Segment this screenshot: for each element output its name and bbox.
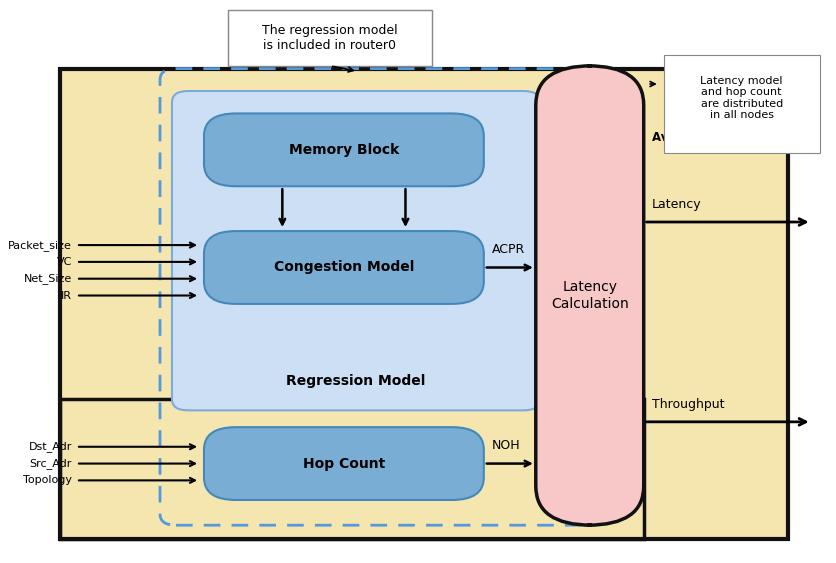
Text: Topology: Topology [23,475,72,485]
Text: Packet_size: Packet_size [8,240,72,251]
Text: NOH: NOH [492,439,520,452]
Text: Dst_Adr: Dst_Adr [28,441,72,452]
Text: Congestion Model: Congestion Model [273,261,414,275]
Bar [663,55,818,153]
FancyBboxPatch shape [204,113,483,186]
Text: Hop Count: Hop Count [303,457,385,471]
Text: Throughput: Throughput [651,397,723,410]
FancyBboxPatch shape [204,427,483,500]
Text: Latency
Calculation: Latency Calculation [550,280,628,311]
FancyBboxPatch shape [171,91,539,410]
Text: Net_Size: Net_Size [23,273,72,284]
Text: IR: IR [61,291,72,301]
Bar [60,399,643,539]
Bar [60,69,787,539]
Bar [227,10,431,66]
Text: Regression Model: Regression Model [286,374,425,388]
Text: Latency: Latency [651,198,701,211]
Text: Average Packet: Average Packet [651,131,754,144]
Text: VC: VC [57,257,72,267]
Text: Src_Adr: Src_Adr [29,458,72,469]
Text: ACPR: ACPR [492,243,524,256]
Text: Latency model
and hop count
are distributed
in all nodes: Latency model and hop count are distribu… [700,75,782,120]
FancyBboxPatch shape [535,66,643,525]
FancyBboxPatch shape [204,231,483,304]
Text: The regression model
is included in router0: The regression model is included in rout… [262,24,397,52]
Text: Memory Block: Memory Block [288,143,399,157]
